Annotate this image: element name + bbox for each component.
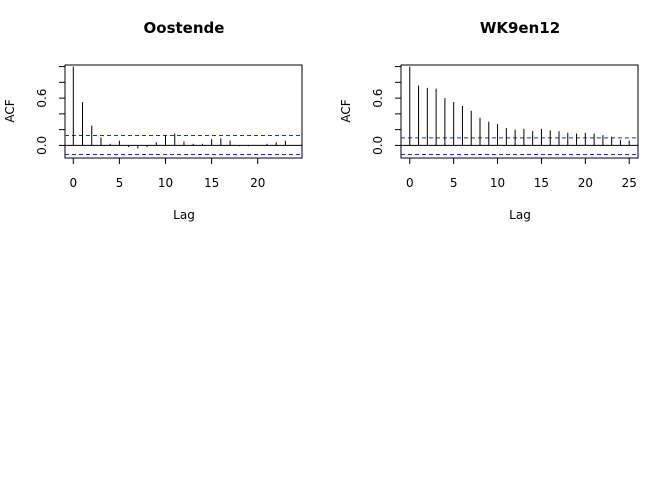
plot-frame [64,64,303,159]
x-tick-label: 5 [116,176,124,190]
x-axis-label: Lag [509,208,531,222]
y-tick-label: 0.6 [35,89,49,108]
chart-title: Oostende [144,19,225,37]
y-axis-label: ACF [339,99,353,122]
x-tick-label: 10 [158,176,173,190]
chart-title: WK9en12 [480,19,560,37]
x-tick-label: 20 [578,176,593,190]
x-tick-label: 15 [204,176,219,190]
x-tick-label: 25 [622,176,637,190]
x-tick-label: 0 [69,176,77,190]
y-tick-label: 0.0 [371,136,385,155]
y-tick-label: 0.0 [35,136,49,155]
y-tick-label: 0.6 [371,89,385,108]
x-tick-label: 20 [250,176,265,190]
plot-frame [400,64,639,159]
x-tick-label: 5 [450,176,458,190]
x-tick-label: 0 [406,176,414,190]
x-axis-label: Lag [173,208,195,222]
x-tick-label: 15 [534,176,549,190]
acf-panel-oostende: Oostende 0 5 10 15 20 0.0 0.6 Lag ACF [3,19,303,222]
acf-panel-wk9en12: WK9en12 0 5 10 15 20 25 0.0 0.6 Lag ACF [339,19,639,222]
x-tick-label: 10 [490,176,505,190]
y-axis-label: ACF [3,99,17,122]
